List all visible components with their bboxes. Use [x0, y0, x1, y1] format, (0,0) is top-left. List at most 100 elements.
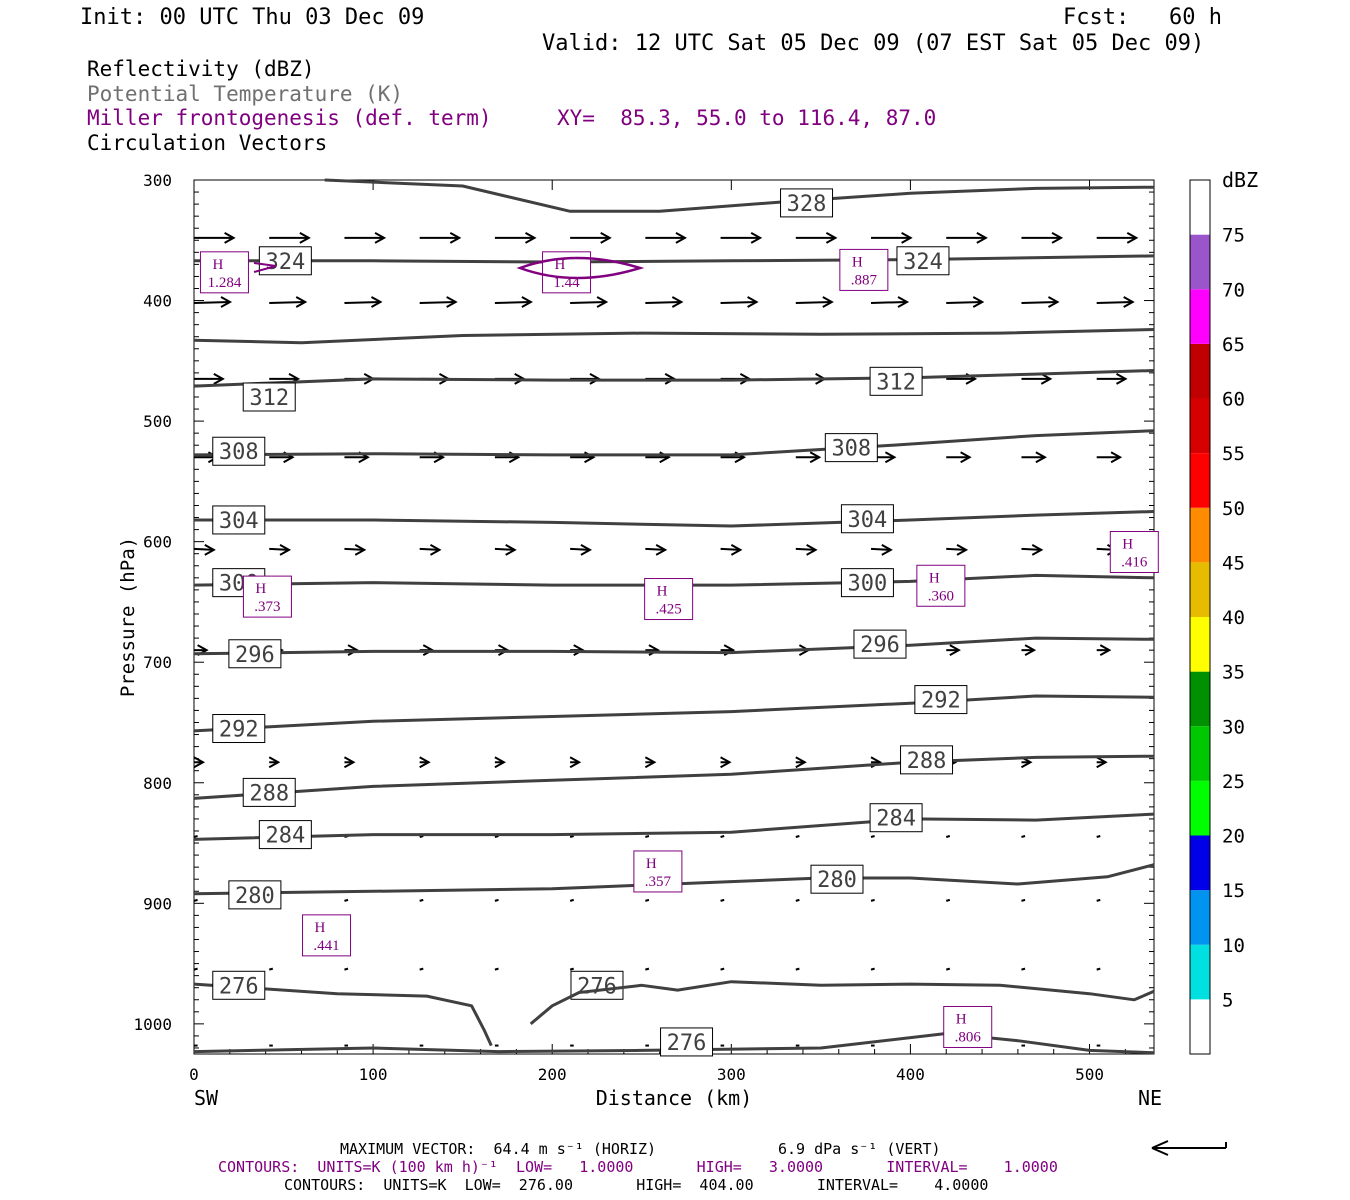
- circulation-vector: [720, 544, 743, 556]
- contour-label-box: [258, 246, 312, 276]
- max-letter: H: [555, 257, 566, 273]
- circulation-vector: [1096, 898, 1101, 902]
- circulation-vector: [1021, 967, 1026, 971]
- valid-time: Valid: 12 UTC Sat 05 Dec 09 (07 EST Sat …: [542, 31, 1204, 56]
- contour-label: 308: [219, 440, 259, 465]
- circulation-vector: [268, 967, 274, 971]
- frontogenesis-max: H .441: [302, 914, 352, 957]
- x-tick-label: 300: [717, 1065, 746, 1084]
- contour-label: 324: [265, 250, 305, 275]
- reference-vector: [1151, 1140, 1227, 1156]
- circulation-vector: [795, 898, 800, 902]
- colorbar-segment: [1190, 398, 1210, 454]
- circulation-vector: [946, 544, 969, 556]
- circulation-vector: [343, 756, 356, 769]
- circulation-vector: [570, 544, 592, 556]
- y-tick-label: 300: [143, 171, 172, 190]
- contour-label-box: [810, 864, 864, 894]
- circulation-vector: [1021, 451, 1047, 464]
- circulation-vector: [945, 835, 951, 838]
- colorbar-segment: [1190, 890, 1210, 945]
- cross-section-endpoints: XY= 85.3, 55.0 to 116.4, 87.0: [557, 106, 936, 130]
- circulation-vector: [193, 544, 216, 556]
- colorbar-label: 5: [1222, 989, 1233, 1011]
- circulation-vector: [1021, 544, 1044, 556]
- contour-label-box: [242, 382, 296, 412]
- contour-label-box: [228, 639, 282, 669]
- contour-label: 292: [219, 718, 259, 743]
- contour-label: 328: [787, 192, 827, 217]
- circulation-vector: [194, 373, 225, 385]
- circulation-vector: [644, 756, 657, 769]
- circulation-vector: [1096, 451, 1123, 464]
- circulation-vector: [569, 967, 574, 971]
- max-letter: H: [956, 1011, 967, 1027]
- frontogenesis-max: H .360: [916, 564, 966, 607]
- max-value: .357: [645, 874, 672, 890]
- circulation-vector: [795, 967, 800, 971]
- x-axis-label: Distance (km): [596, 1086, 753, 1110]
- frontogenesis-contour: [516, 256, 645, 280]
- colorbar-segment: [1190, 453, 1210, 508]
- contour-label: 312: [249, 386, 289, 411]
- frontogenesis-max: H 1.284: [199, 251, 249, 294]
- max-value: .441: [313, 938, 339, 954]
- circulation-vector: [795, 756, 807, 769]
- frontogenesis-contour-small: [253, 262, 277, 273]
- circulation-vector: [570, 296, 609, 308]
- field-vectors: Circulation Vectors: [87, 131, 327, 155]
- colorbar-label: 35: [1222, 662, 1245, 684]
- contour-label: 308: [831, 437, 871, 462]
- contour-label: 280: [235, 884, 275, 909]
- circulation-vector: [946, 644, 961, 657]
- circulation-vector: [494, 296, 533, 308]
- colorbar-segment: [1190, 617, 1210, 672]
- colorbar-segment: [1190, 944, 1210, 1000]
- contour-label: 304: [848, 508, 888, 533]
- circulation-vector: [344, 296, 383, 308]
- colorbar-segment: [1190, 562, 1210, 617]
- circulation-vector: [1096, 296, 1135, 308]
- x-tick-label: 0: [189, 1065, 199, 1084]
- max-vector-vertical: 6.9 dPa s⁻¹ (VERT): [778, 1140, 941, 1158]
- contour-label-box: [869, 803, 923, 833]
- circulation-vector: [1096, 835, 1101, 838]
- y-tick-label: 700: [143, 653, 172, 672]
- contour-label: 324: [903, 250, 943, 275]
- circulation-vector: [945, 967, 951, 971]
- colorbar-label: 25: [1222, 771, 1245, 793]
- contour-label-box: [780, 188, 834, 218]
- contour-label: 292: [921, 689, 961, 714]
- frontogenesis-max: H .806: [943, 1005, 993, 1048]
- circulation-vector: [1096, 644, 1112, 657]
- contour-label-box: [840, 568, 894, 598]
- contour-label-box: [212, 714, 266, 744]
- contour-label: 284: [876, 807, 916, 832]
- circulation-vector: [344, 544, 367, 556]
- max-value: .887: [851, 272, 878, 288]
- contour-label: 300: [848, 572, 888, 597]
- circulation-vector: [645, 967, 650, 971]
- circulation-vector: [870, 898, 875, 902]
- circulation-vector: [269, 296, 308, 308]
- circulation-vector: [269, 544, 292, 556]
- theta-contour-line: [193, 636, 1155, 656]
- contour-label-box: [258, 820, 312, 850]
- forecast-hour: Fcst: 60 h: [1063, 5, 1222, 30]
- circulation-vector: [870, 296, 910, 308]
- circulation-vector: [419, 898, 424, 902]
- max-letter: H: [657, 584, 668, 600]
- circulation-vector: [870, 544, 893, 556]
- circulation-vector: [193, 756, 206, 769]
- circulation-vector: [494, 835, 499, 838]
- circulation-vector: [194, 231, 236, 244]
- theta-contour-info: CONTOURS: UNITS=K LOW= 276.00 HIGH= 404.…: [284, 1176, 988, 1194]
- contour-label-box: [840, 504, 894, 534]
- fronto-contour-info: CONTOURS: UNITS=K (100 km h)⁻¹ LOW= 1.00…: [218, 1158, 1058, 1176]
- circulation-vector: [569, 898, 574, 902]
- circulation-vector: [569, 756, 582, 769]
- contour-label: 288: [907, 749, 947, 774]
- max-vector-horizontal: MAXIMUM VECTOR: 64.4 m s⁻¹ (HORIZ): [340, 1140, 656, 1158]
